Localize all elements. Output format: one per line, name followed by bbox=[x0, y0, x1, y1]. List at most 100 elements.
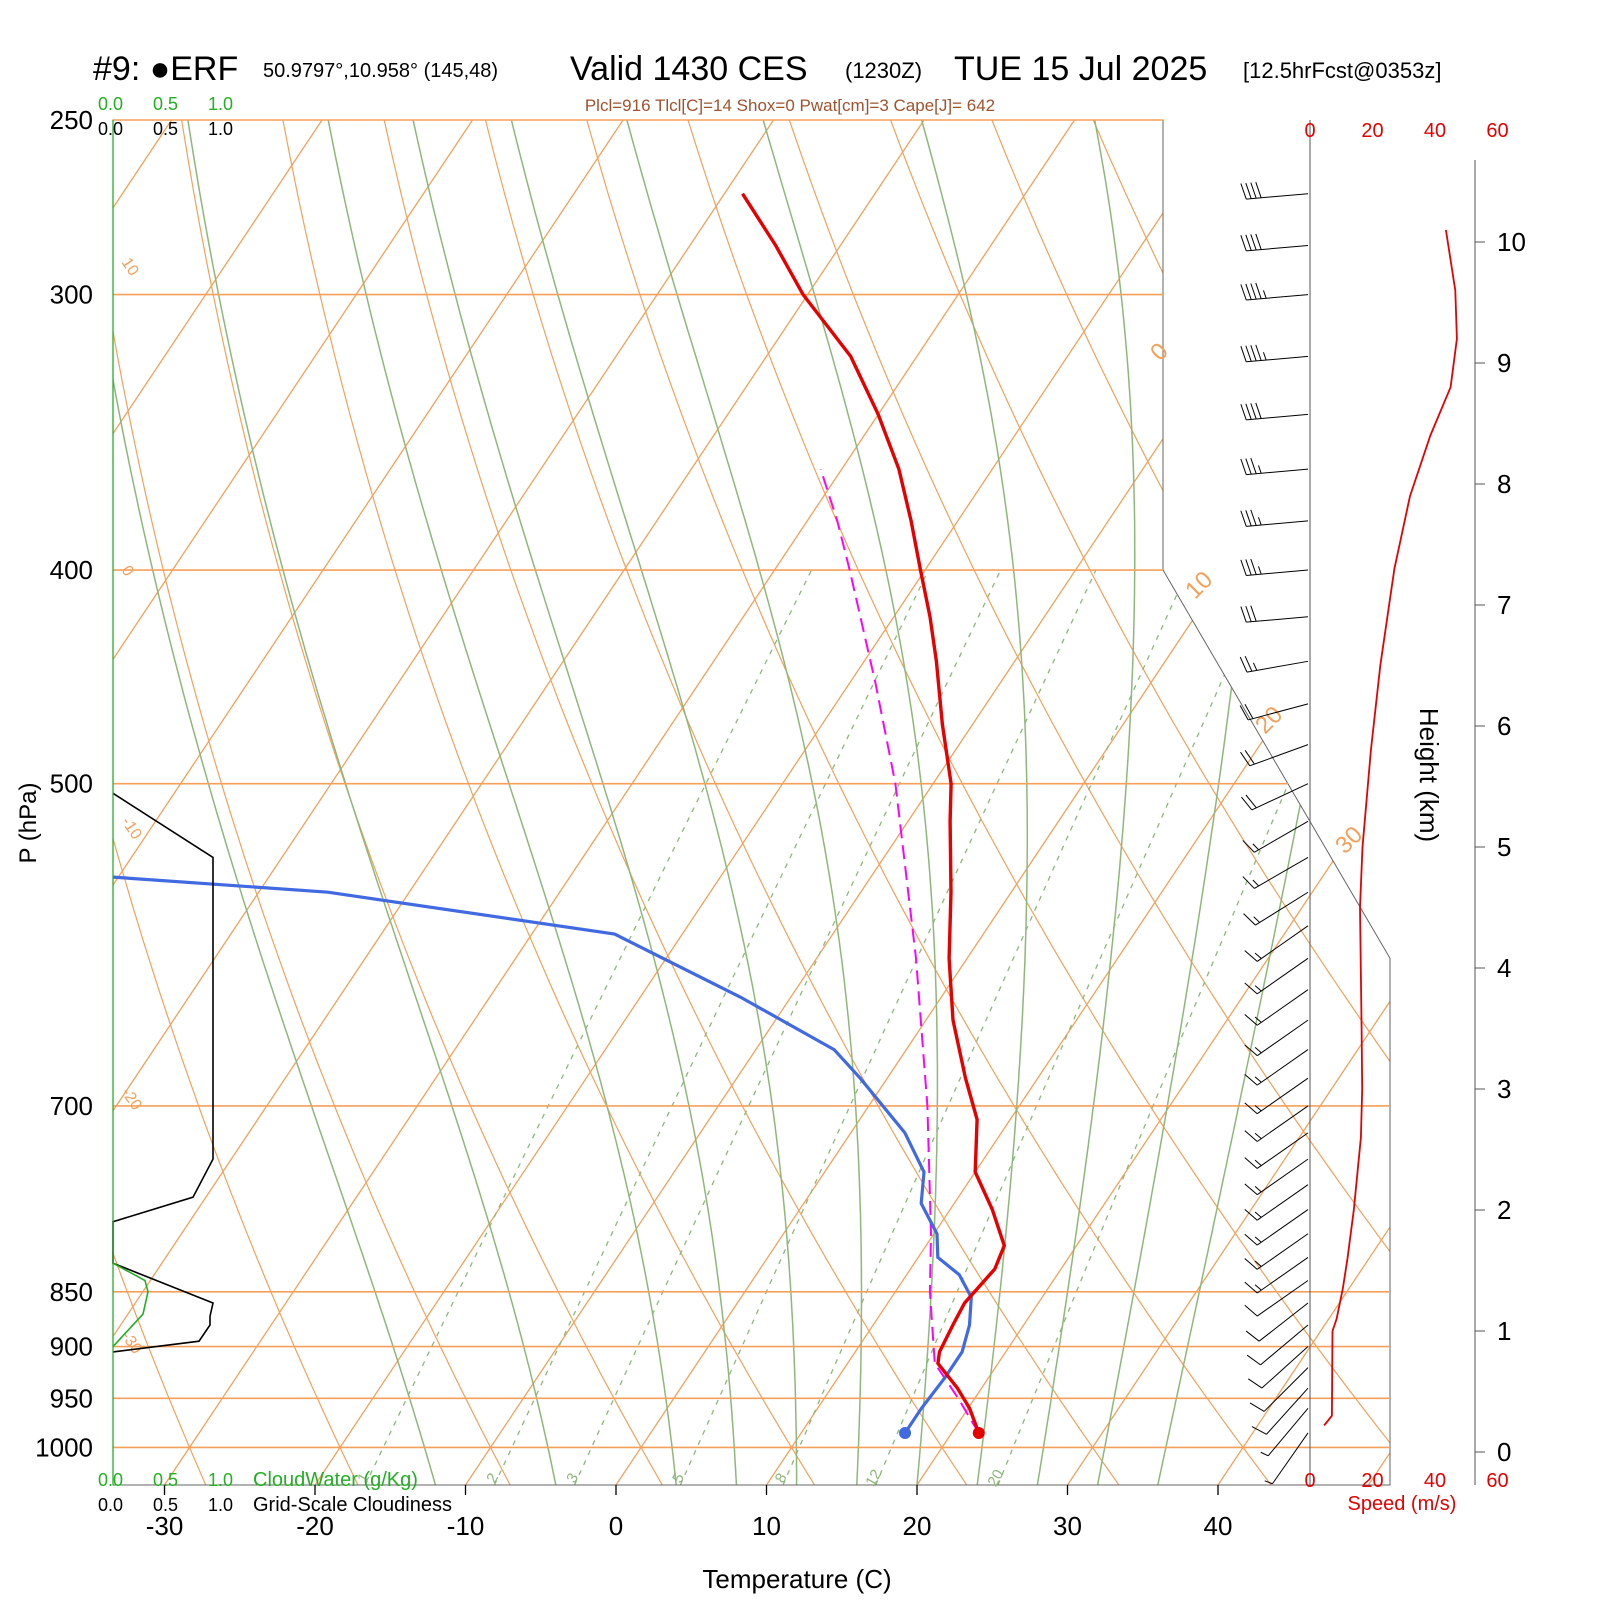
wind-barb-flag bbox=[1245, 234, 1252, 251]
isotherm-line bbox=[916, 120, 1390, 1485]
chart-header: #9: ●ERF 50.9797°,10.958° (145,48) Valid… bbox=[93, 50, 1441, 115]
wind-barb-shaft bbox=[1272, 1432, 1309, 1485]
isotherm-label: 10 bbox=[118, 255, 142, 279]
wind-barb-flag bbox=[1250, 558, 1257, 575]
wind-barb bbox=[1244, 989, 1309, 1026]
wind-barb-flag bbox=[1250, 509, 1257, 526]
wind-barb bbox=[1244, 1280, 1309, 1317]
height-tick-label: 2 bbox=[1497, 1195, 1511, 1225]
wind-barb bbox=[1239, 703, 1309, 721]
parcel-line bbox=[819, 468, 980, 1434]
isotherm-line bbox=[1217, 120, 1390, 1485]
pressure-tick-label: 700 bbox=[50, 1091, 93, 1121]
isotherm-label: 0 bbox=[1145, 338, 1174, 367]
wind-barb-flag bbox=[1245, 345, 1252, 362]
temperature-tick-label: -10 bbox=[447, 1511, 485, 1541]
isotherm-label: 20 bbox=[1250, 701, 1288, 739]
wind-barb-half-flag bbox=[1254, 985, 1262, 992]
wind-barb-shaft bbox=[1256, 1158, 1309, 1196]
wind-barb-flag bbox=[1244, 655, 1253, 672]
wind-barb bbox=[1240, 457, 1309, 476]
mixing-ratio-line bbox=[493, 569, 929, 1485]
dry-adiabat-line bbox=[113, 120, 511, 1485]
wind-barb-shaft bbox=[1263, 1367, 1309, 1412]
wind-barb bbox=[1251, 1387, 1309, 1435]
moist-adiabat-line bbox=[1096, 120, 1266, 1485]
wind-barb bbox=[1244, 1209, 1309, 1246]
wind-barb-flag bbox=[1240, 458, 1247, 475]
dewpoint-surface-marker bbox=[899, 1426, 912, 1439]
dewpoint-line bbox=[112, 875, 973, 1434]
wind-barb-flag bbox=[1244, 1281, 1258, 1294]
wind-barb-flag bbox=[1250, 182, 1257, 199]
wind-barb-flag bbox=[1255, 282, 1262, 299]
wind-barb-shaft bbox=[1246, 660, 1309, 673]
isotherm-line bbox=[464, 120, 1377, 1485]
cloud-scale-tick-label: 0.5 bbox=[153, 94, 178, 114]
wind-barb-shaft bbox=[1258, 1302, 1309, 1342]
wind-barb-flag bbox=[1244, 1157, 1258, 1169]
wind-barb-shaft bbox=[1256, 957, 1309, 995]
wind-barb-shaft bbox=[1256, 1049, 1309, 1086]
isotherm-label: 10 bbox=[1180, 566, 1218, 604]
mixing-ratio-line bbox=[782, 569, 1189, 1485]
speed-axis-title: Speed (m/s) bbox=[1348, 1493, 1457, 1515]
date-label: TUE 15 Jul 2025 bbox=[954, 50, 1207, 88]
dry-adiabat-line bbox=[484, 120, 1120, 1485]
wind-barb-flag bbox=[1244, 750, 1255, 765]
height-tick-label: 5 bbox=[1497, 832, 1511, 862]
speed-bottom-tick-label: 40 bbox=[1424, 1470, 1446, 1492]
pressure-tick-label: 1000 bbox=[35, 1432, 93, 1462]
cloudwater-line bbox=[112, 1262, 149, 1348]
speed-bottom-tick-label: 0 bbox=[1304, 1470, 1315, 1492]
cloud-scale-tick-label: 1.0 bbox=[208, 119, 233, 139]
wind-barb bbox=[1240, 744, 1309, 767]
wind-barb-flag bbox=[1250, 403, 1257, 420]
wind-barb-flag bbox=[1244, 1102, 1258, 1115]
wind-barb-half-flag bbox=[1254, 952, 1262, 959]
wind-barb bbox=[1264, 1432, 1309, 1485]
wind-barb bbox=[1240, 558, 1309, 576]
temperature-surface-marker bbox=[972, 1426, 985, 1439]
wind-barb-shaft bbox=[1256, 1184, 1309, 1221]
wind-barb-shaft bbox=[1249, 744, 1309, 767]
speed-top-tick-label: 40 bbox=[1424, 120, 1446, 142]
wind-barb-shaft bbox=[1260, 1324, 1309, 1366]
wind-barb-flag bbox=[1245, 794, 1257, 809]
wind-barb-flag bbox=[1240, 510, 1247, 527]
wind-barb-flag bbox=[1240, 559, 1247, 576]
moist-adiabat-line bbox=[412, 120, 738, 1485]
wind-barb-shaft bbox=[1256, 1280, 1309, 1317]
height-tick-label: 6 bbox=[1497, 711, 1511, 741]
pressure-tick-label: 500 bbox=[50, 769, 93, 799]
wind-barb-shaft bbox=[1256, 1077, 1309, 1115]
isotherm-line bbox=[314, 120, 1226, 1485]
wind-barb bbox=[1244, 1049, 1309, 1086]
wind-barb-flag bbox=[1244, 982, 1258, 995]
wind-barb-shaft bbox=[1266, 1387, 1309, 1435]
wind-barb-half-flag bbox=[1254, 1047, 1262, 1054]
dry-adiabat-line bbox=[586, 120, 1272, 1485]
wind-barb-half-flag bbox=[1262, 352, 1267, 361]
mixing-ratio-line bbox=[997, 569, 1381, 1485]
moist-adiabat-line bbox=[113, 120, 437, 1485]
height-tick-label: 4 bbox=[1497, 953, 1511, 983]
wind-barb bbox=[1243, 891, 1309, 926]
wind-barb-shaft bbox=[1246, 520, 1309, 527]
pressure-tick-label: 900 bbox=[50, 1332, 93, 1362]
wind-barb bbox=[1249, 1367, 1309, 1412]
cloud-scale-tick-label: 0.5 bbox=[153, 1470, 178, 1490]
wind-barb-flag bbox=[1245, 403, 1252, 420]
wind-barb-half-flag bbox=[1252, 662, 1258, 671]
wind-barb bbox=[1242, 856, 1309, 889]
wind-barb-flag bbox=[1245, 458, 1252, 475]
moist-adiabat-line bbox=[1157, 120, 1390, 1485]
wind-barb-flag bbox=[1244, 1183, 1258, 1196]
pressure-tick-label: 250 bbox=[50, 105, 93, 135]
dry-adiabat-line bbox=[788, 120, 1390, 1485]
dry-adiabat-line bbox=[1498, 120, 1600, 1485]
mixing-ratio-label: 12 bbox=[862, 1467, 885, 1490]
cloud-scale-tick-label: 1.0 bbox=[208, 1495, 233, 1515]
wind-barb-flag bbox=[1251, 1426, 1267, 1435]
